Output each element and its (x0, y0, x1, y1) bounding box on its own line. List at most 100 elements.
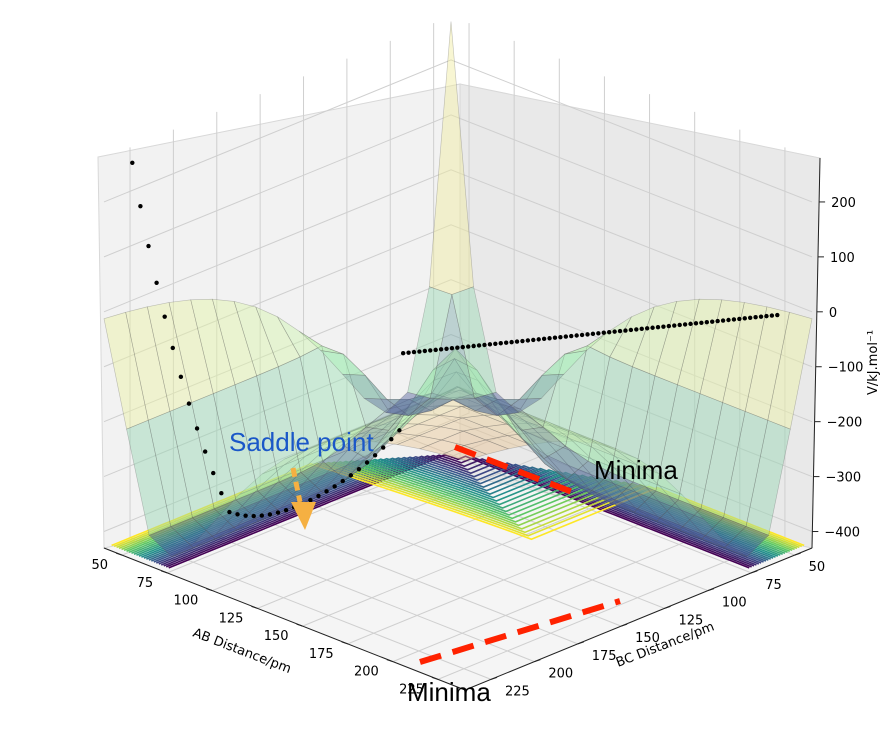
trajectory-point (283, 508, 289, 513)
trajectory-point (138, 203, 143, 209)
trajectory-point (541, 336, 547, 342)
trajectory-point (178, 374, 184, 380)
trajectory-point (710, 319, 715, 324)
z-tick-label: 200 (831, 196, 856, 211)
trajectory-point (227, 509, 232, 515)
trajectory-point (661, 324, 666, 329)
trajectory-point (525, 338, 531, 343)
trajectory-point (324, 489, 329, 494)
trajectory-point (487, 342, 493, 347)
trajectory-point (623, 328, 628, 333)
trajectory-point (372, 453, 378, 458)
z-tick-label: 0 (829, 306, 837, 321)
trajectory-point (688, 321, 693, 327)
trajectory-points (130, 160, 780, 519)
saddle-point-label: Saddle point (229, 427, 374, 457)
trajectory-point (259, 513, 265, 518)
trajectory-point (552, 335, 558, 340)
trajectory-point (699, 320, 704, 325)
trajectory-point (585, 332, 590, 337)
trajectory-point (726, 317, 731, 323)
trajectory-point (455, 345, 460, 350)
trajectory-point (397, 428, 402, 433)
trajectory-point (672, 323, 677, 328)
trajectory-point (211, 470, 216, 476)
trajectory-point (381, 445, 386, 450)
x-tick-label: 125 (219, 611, 244, 626)
minima-right-label: Minima (594, 455, 678, 485)
trajectory-point (704, 320, 710, 325)
trajectory-point (764, 313, 769, 319)
trajectory-point (438, 347, 444, 352)
trajectory-point (428, 348, 433, 353)
trajectory-point (444, 346, 449, 351)
trajectory-point (536, 337, 541, 342)
x-axis-ticks: 50 75 100 125 150 175 200 225 (92, 552, 439, 697)
trajectory-point (202, 449, 208, 454)
x-tick-label: 150 (264, 629, 289, 644)
trajectory-point (316, 493, 321, 499)
trajectory-point (466, 344, 471, 349)
trajectory-point (693, 321, 699, 326)
trajectory-point (498, 341, 503, 346)
trajectory-point (130, 160, 135, 165)
y-axis-ticks: 50 75 100 125 150 175 200 225 (490, 552, 826, 699)
trajectory-point (639, 326, 644, 332)
saddle-arrow (290, 467, 316, 530)
trajectory-point (731, 317, 737, 322)
trajectory-point (235, 512, 240, 517)
z-axis-ticks: 200 100 0 −100 −200 −300 −400 (812, 196, 863, 541)
trajectory-point (742, 316, 747, 321)
trajectory-point (769, 313, 775, 318)
trajectory-point (267, 512, 273, 517)
trajectory-point (758, 314, 764, 319)
trajectory-point (348, 473, 354, 478)
trajectory-point (737, 316, 742, 322)
trajectory-point (607, 329, 612, 335)
z-tick-label: −300 (825, 471, 861, 486)
trajectory-point (275, 510, 281, 515)
trajectory-point (170, 345, 175, 351)
trajectory-point (601, 330, 606, 335)
trajectory-point (775, 312, 780, 318)
reaction-path (419, 444, 621, 665)
trajectory-point (579, 332, 585, 338)
x-tick-label: 225 (399, 682, 424, 697)
y-axis-label: BC Distance/pm (614, 619, 717, 670)
trajectory-point (476, 343, 482, 348)
z-tick-label: −400 (824, 526, 860, 541)
y-tick-label: 50 (809, 560, 826, 575)
trajectory-point (682, 322, 688, 327)
trajectory-point (715, 318, 720, 324)
x-tick-label: 75 (137, 576, 154, 591)
x-tick-label: 200 (354, 665, 379, 680)
trajectory-point (520, 338, 525, 344)
trajectory-point (531, 337, 536, 343)
trajectory-point (356, 466, 362, 472)
trajectory-point (449, 346, 455, 351)
trajectory-point (493, 341, 498, 346)
trajectory-point (308, 497, 313, 503)
trajectory-point (509, 339, 514, 345)
trajectory-point (332, 484, 337, 489)
trajectory-point (590, 331, 596, 337)
trajectory-point (340, 478, 345, 484)
trajectory-point (146, 243, 151, 249)
trajectory-point (194, 426, 200, 431)
trajectory-point (422, 348, 428, 354)
trajectory-point (219, 491, 224, 496)
trajectory-point (617, 328, 623, 334)
trajectory-point (186, 401, 192, 406)
trajectory-point (243, 513, 248, 518)
trajectory-point (655, 324, 661, 330)
y-tick-label: 225 (505, 684, 530, 699)
trajectory-point (650, 325, 655, 330)
trajectory-point (400, 351, 406, 356)
trajectory-point (634, 327, 639, 332)
trajectory-point (747, 315, 753, 320)
trajectory-point (547, 336, 552, 341)
y-tick-label: 100 (722, 596, 747, 611)
trajectory-point (596, 331, 601, 336)
y-tick-label: 75 (765, 578, 782, 593)
